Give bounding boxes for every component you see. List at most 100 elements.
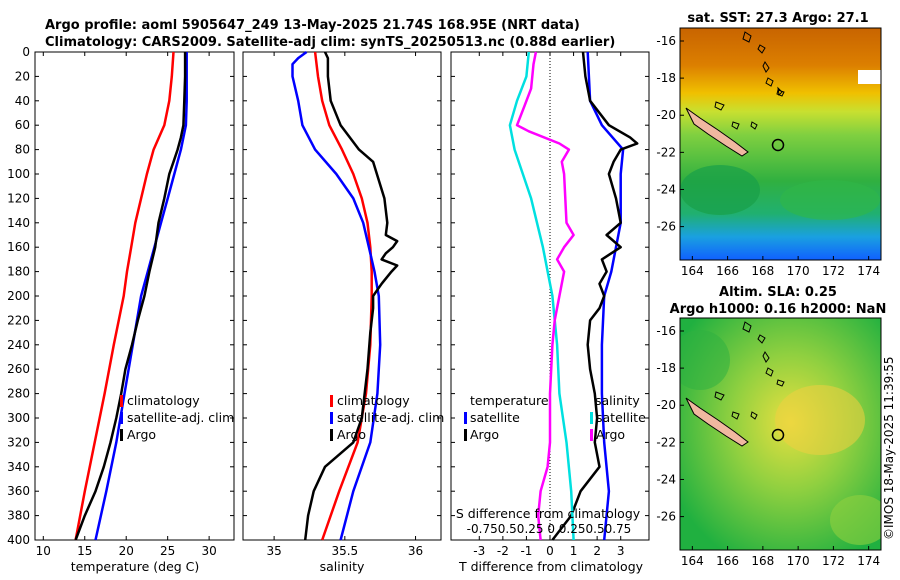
depth-tick-label: 180 bbox=[7, 265, 30, 279]
lat-tick-label: -18 bbox=[656, 71, 676, 85]
depth-tick-label: 20 bbox=[15, 69, 30, 83]
s-difference-axis-label: S difference from climatology bbox=[456, 506, 641, 521]
x-tick-label: -1 bbox=[520, 544, 532, 558]
sst-missing-data bbox=[858, 70, 881, 84]
legend-label-climatology: climatology bbox=[337, 393, 410, 408]
legend-swatch-climatology bbox=[120, 395, 123, 407]
series-line-s-argo bbox=[515, 51, 575, 541]
t-difference-legend: temperature satellite Argo bbox=[464, 393, 549, 442]
sst-map-frame bbox=[679, 27, 882, 261]
legend-label-s-argo: Argo bbox=[596, 427, 625, 442]
depth-tick-label: 360 bbox=[7, 484, 30, 498]
x-tick-label: 30 bbox=[201, 544, 216, 558]
sst-map-axes: 164 166 168 170 172 174 -16 -18 -20 -22 -24 -26 bbox=[656, 34, 880, 278]
legend-label-climatology: climatology bbox=[127, 393, 200, 408]
temperature-axes-frame bbox=[34, 51, 235, 541]
legend-label-argo: Argo bbox=[127, 427, 156, 442]
temperature-legend: climatology satellite-adj. clim Argo bbox=[120, 393, 234, 442]
depth-tick-label: 320 bbox=[7, 435, 30, 449]
lat-tick-label: -20 bbox=[656, 108, 676, 122]
imos-timestamp: ©IMOS 18-May-2025 11:39:55 bbox=[882, 356, 896, 540]
lat-tick-label: -22 bbox=[656, 435, 676, 449]
lon-tick-label: 164 bbox=[681, 264, 704, 278]
sst-map-title: sat. SST: 27.3 Argo: 27.1 bbox=[687, 11, 868, 26]
lon-tick-label: 172 bbox=[822, 264, 845, 278]
lon-tick-label: 164 bbox=[681, 554, 704, 568]
sst-patch bbox=[680, 165, 760, 215]
depth-tick-label: 300 bbox=[7, 411, 30, 425]
depth-tick-label: 240 bbox=[7, 338, 30, 352]
sla-patch bbox=[775, 385, 865, 455]
islands-coastline bbox=[714, 31, 785, 130]
series-line-t-argo bbox=[551, 51, 639, 541]
legend-label-argo: Argo bbox=[337, 427, 366, 442]
difference-x-axis: -3 -2 -1 0 1 2 3 bbox=[451, 51, 649, 558]
new-caledonia-coastline bbox=[685, 397, 749, 447]
sla-map-axes: 164 166 168 170 172 174 -16 -18 -20 -22 -24 -26 bbox=[656, 324, 880, 568]
lon-tick-label: 174 bbox=[857, 264, 880, 278]
lat-tick-label: -26 bbox=[656, 220, 676, 234]
lon-tick-label: 172 bbox=[822, 554, 845, 568]
sla-map-subtitle: Argo h1000: 0.16 h2000: NaN bbox=[670, 302, 887, 317]
depth-tick-label: 260 bbox=[7, 362, 30, 376]
sla-map-title: Altim. SLA: 0.25 bbox=[719, 285, 837, 300]
x-tick-label: 35 bbox=[266, 544, 281, 558]
salinity-x-axis: 35 35.5 36 bbox=[243, 51, 441, 558]
x-tick-label: 25 bbox=[160, 544, 175, 558]
lat-tick-label: -24 bbox=[656, 472, 676, 486]
salinity-axes-frame bbox=[242, 51, 442, 541]
figure-title: Argo profile: aoml 5905647_249 13-May-20… bbox=[45, 18, 580, 33]
x-tick-label: 1 bbox=[570, 544, 578, 558]
figure-subtitle: Climatology: CARS2009. Satellite-adj cli… bbox=[45, 35, 615, 50]
depth-tick-label: 120 bbox=[7, 191, 30, 205]
depth-tick-label: 140 bbox=[7, 216, 30, 230]
lon-tick-label: 170 bbox=[787, 554, 810, 568]
x-tick-label: 15 bbox=[77, 544, 92, 558]
legend-swatch-argo bbox=[330, 429, 333, 441]
new-caledonia-coastline bbox=[685, 107, 749, 157]
x-tick-label: -3 bbox=[473, 544, 485, 558]
x-tick-label: 10 bbox=[36, 544, 51, 558]
legend-label-satellite: satellite-adj. clim bbox=[337, 410, 444, 425]
salinity-legend: climatology satellite-adj. clim Argo bbox=[330, 393, 444, 442]
temperature-axis-label: temperature (deg C) bbox=[71, 559, 200, 574]
series-line-argo bbox=[74, 52, 187, 541]
lat-tick-label: -16 bbox=[656, 324, 676, 338]
series-line-argo bbox=[303, 51, 399, 541]
series-line-climatology bbox=[74, 51, 175, 541]
depth-tick-label: 220 bbox=[7, 313, 30, 327]
legend-label-t-satellite: satellite bbox=[470, 410, 520, 425]
depth-axis: 0 20 40 60 80 100 120 140 160 180 200 220 240 260 280 3… bbox=[7, 45, 30, 547]
x-tick-label: 3 bbox=[617, 544, 625, 558]
legend-label-satellite: satellite-adj. clim bbox=[127, 410, 234, 425]
legend-title-salinity: salinity bbox=[595, 393, 640, 408]
argo-position-marker bbox=[771, 428, 785, 442]
lon-tick-label: 174 bbox=[857, 554, 880, 568]
legend-title-temperature: temperature bbox=[470, 393, 549, 408]
lon-tick-label: 168 bbox=[751, 264, 774, 278]
argo-position-marker bbox=[771, 138, 785, 152]
islands-coastline bbox=[714, 321, 785, 420]
x-tick-label: 36 bbox=[408, 544, 423, 558]
s-difference-legend: salinity satellite Argo bbox=[590, 393, 646, 442]
x-tick-label: -2 bbox=[497, 544, 509, 558]
x-tick-label: 20 bbox=[119, 544, 134, 558]
series-line-t-satellite bbox=[586, 51, 625, 541]
lon-tick-label: 168 bbox=[751, 554, 774, 568]
legend-swatch-satellite bbox=[330, 412, 333, 424]
lon-tick-label: 166 bbox=[716, 554, 739, 568]
sla-patch bbox=[680, 330, 730, 390]
lon-tick-label: 170 bbox=[787, 264, 810, 278]
sla-map-frame bbox=[679, 317, 882, 551]
t-difference-axis-label: T difference from climatology bbox=[458, 559, 644, 574]
legend-swatch-s-argo bbox=[590, 429, 593, 441]
legend-swatch-t-argo bbox=[464, 429, 467, 441]
lat-tick-label: -26 bbox=[656, 510, 676, 524]
temperature-x-axis: 10 15 20 25 30 bbox=[35, 51, 234, 558]
sst-map: sat. SST: 27.3 Argo: 27.1 bbox=[656, 11, 882, 278]
salinity-axis-label: salinity bbox=[320, 559, 365, 574]
legend-swatch-satellite bbox=[120, 412, 123, 424]
legend-swatch-climatology bbox=[330, 395, 333, 407]
s-difference-tick-labels: -0.750.50.25 0 0.250.50.75 bbox=[467, 522, 632, 536]
